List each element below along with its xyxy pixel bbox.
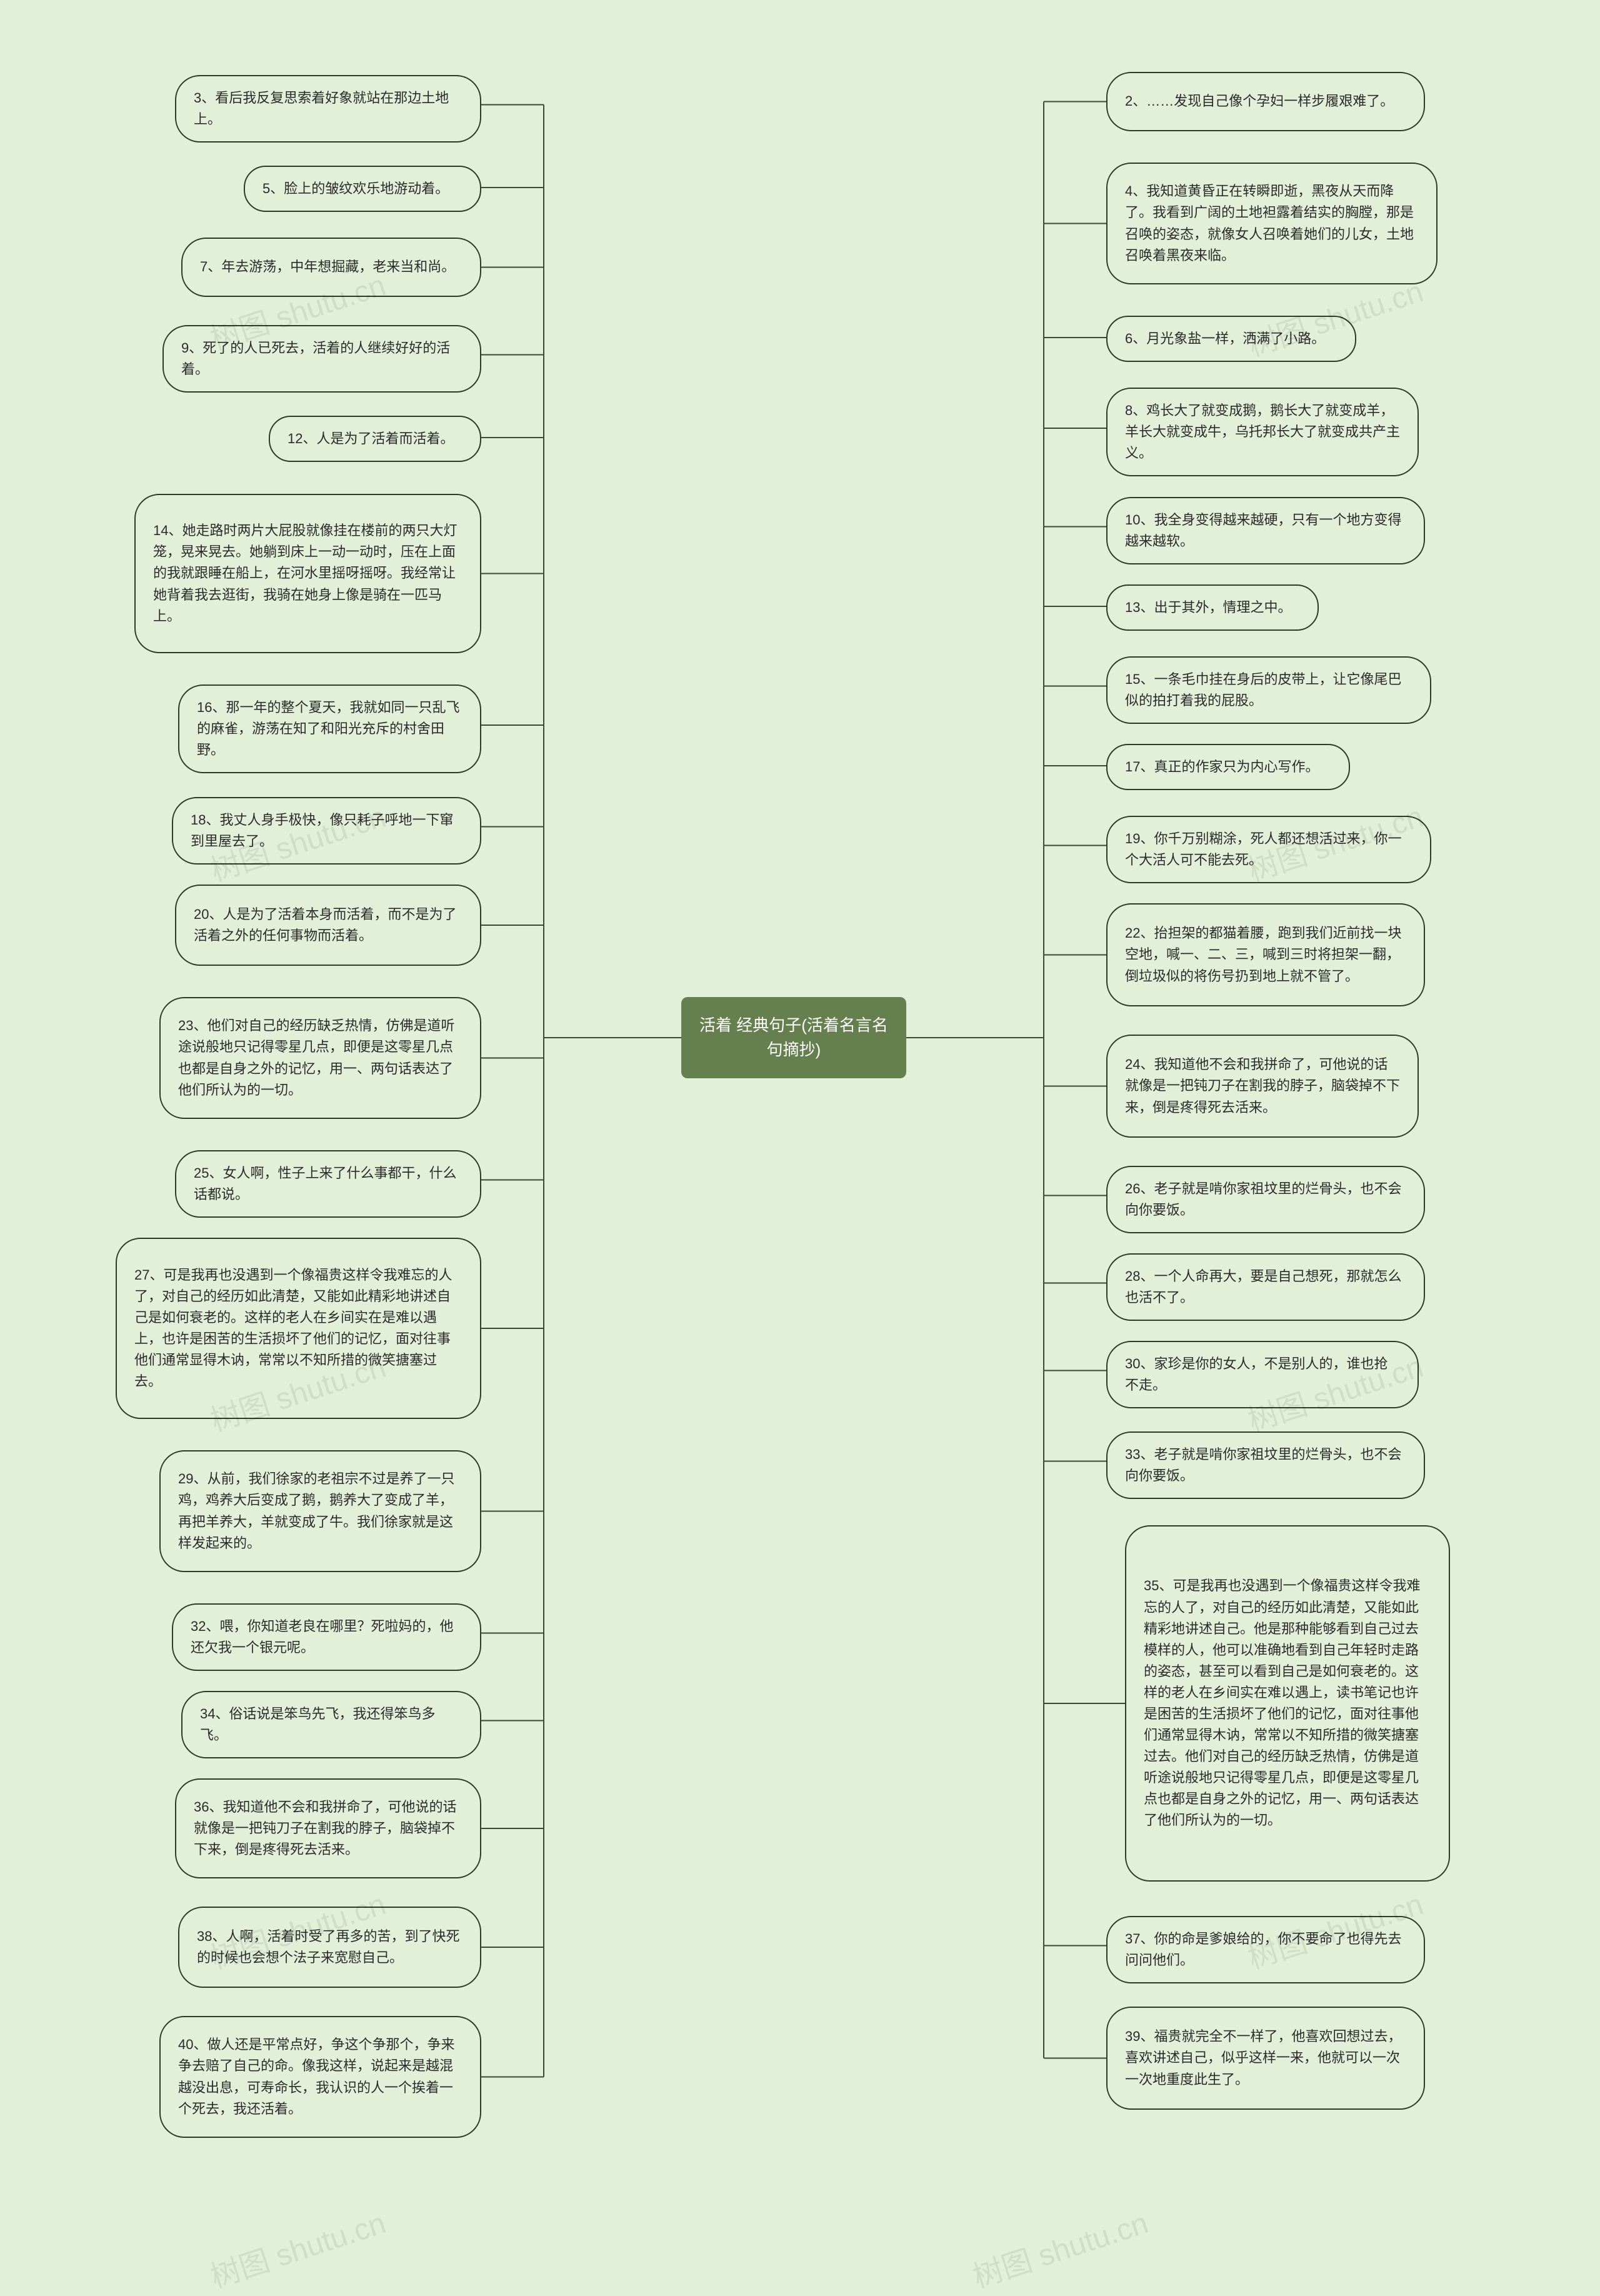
mindmap-node-text: 36、我知道他不会和我拼命了，可他说的话就像是一把钝刀子在割我的脖子，脑袋掉不下… [194,1797,462,1860]
watermark: 树图 shutu.cn [204,2198,390,2296]
mindmap-node-text: 24、我知道他不会和我拼命了，可他说的话就像是一把钝刀子在割我的脖子，脑袋掉不下… [1125,1054,1400,1118]
mindmap-node-text: 27、可是我再也没遇到一个像福贵这样令我难忘的人了，对自己的经历如此清楚，又能如… [134,1265,462,1393]
mindmap-node: 6、月光象盐一样，洒满了小路。 [1106,316,1356,362]
mindmap-node-text: 19、你千万别糊涂，死人都还想活过来，你一个大活人可不能去死。 [1125,828,1412,871]
mindmap-node-text: 32、喂，你知道老良在哪里？死啦妈的，他还欠我一个银元呢。 [191,1616,462,1658]
mindmap-node-text: 2、……发现自己像个孕妇一样步履艰难了。 [1125,91,1406,112]
mindmap-node: 3、看后我反复思索着好象就站在那边土地上。 [175,75,481,143]
mindmap-node-text: 12、人是为了活着而活着。 [288,428,462,449]
mindmap-node: 25、女人啊，性子上来了什么事都干，什么话都说。 [175,1150,481,1218]
watermark-text: 树图 shutu.cn [969,2207,1152,2294]
mindmap-node: 5、脸上的皱纹欢乐地游动着。 [244,166,481,212]
mindmap-node: 30、家珍是你的女人，不是别人的，谁也抢不走。 [1106,1341,1419,1408]
mindmap-node: 7、年去游荡，中年想掘藏，老来当和尚。 [181,238,481,297]
mindmap-node: 34、俗话说是笨鸟先飞，我还得笨鸟多飞。 [181,1691,481,1758]
mindmap-node: 27、可是我再也没遇到一个像福贵这样令我难忘的人了，对自己的经历如此清楚，又能如… [116,1238,481,1419]
mindmap-node-text: 25、女人啊，性子上来了什么事都干，什么话都说。 [194,1163,462,1205]
mindmap-node: 35、可是我再也没遇到一个像福贵这样令我难忘的人了，对自己的经历如此清楚，又能如… [1125,1525,1450,1882]
mindmap-node: 23、他们对自己的经历缺乏热情，仿佛是道听途说般地只记得零星几点，即便是这零星几… [159,997,481,1119]
center-node: 活着 经典句子(活着名言名句摘抄) [681,997,906,1078]
mindmap-node-text: 40、做人还是平常点好，争这个争那个，争来争去赔了自己的命。像我这样，说起来是越… [178,2034,462,2119]
mindmap-node: 2、……发现自己像个孕妇一样步履艰难了。 [1106,72,1425,131]
mindmap-node: 15、一条毛巾挂在身后的皮带上，让它像尾巴似的拍打着我的屁股。 [1106,656,1431,724]
mindmap-node-text: 3、看后我反复思索着好象就站在那边土地上。 [194,88,462,130]
mindmap-node: 13、出于其外，情理之中。 [1106,584,1319,631]
mindmap-node-text: 7、年去游荡，中年想掘藏，老来当和尚。 [200,256,462,278]
mindmap-node-text: 23、他们对自己的经历缺乏热情，仿佛是道听途说般地只记得零星几点，即便是这零星几… [178,1015,462,1100]
mindmap-node-text: 8、鸡长大了就变成鹅，鹅长大了就变成羊，羊长大就变成牛，乌托邦长大了就变成共产主… [1125,400,1400,464]
watermark: 树图 shutu.cn [966,2198,1152,2296]
mindmap-node: 40、做人还是平常点好，争这个争那个，争来争去赔了自己的命。像我这样，说起来是越… [159,2016,481,2138]
mindmap-node: 17、真正的作家只为内心写作。 [1106,744,1350,790]
center-node-label: 活着 经典句子(活着名言名句摘抄) [694,1013,894,1062]
mindmap-node: 16、那一年的整个夏天，我就如同一只乱飞的麻雀，游荡在知了和阳光充斥的村舍田野。 [178,684,481,773]
mindmap-node-text: 34、俗话说是笨鸟先飞，我还得笨鸟多飞。 [200,1703,462,1746]
mindmap-node-text: 14、她走路时两片大屁股就像挂在楼前的两只大灯笼，晃来晃去。她躺到床上一动一动时… [153,520,462,626]
mindmap-node-text: 9、死了的人已死去，活着的人继续好好的活着。 [181,338,462,380]
mindmap-node-text: 15、一条毛巾挂在身后的皮带上，让它像尾巴似的拍打着我的屁股。 [1125,669,1412,711]
mindmap-node-text: 10、我全身变得越来越硬，只有一个地方变得越来越软。 [1125,509,1406,552]
mindmap-node: 38、人啊，活着时受了再多的苦，到了快死的时候也会想个法子来宽慰自己。 [178,1907,481,1988]
mindmap-node: 22、抬担架的都猫着腰，跑到我们近前找一块空地，喊一、二、三，喊到三时将担架一翻… [1106,903,1425,1006]
mindmap-node-text: 6、月光象盐一样，洒满了小路。 [1125,328,1338,349]
mindmap-node-text: 16、那一年的整个夏天，我就如同一只乱飞的麻雀，游荡在知了和阳光充斥的村舍田野。 [197,697,462,761]
mindmap-node-text: 33、老子就是啃你家祖坟里的烂骨头，也不会向你要饭。 [1125,1444,1406,1486]
mindmap-node-text: 29、从前，我们徐家的老祖宗不过是养了一只鸡，鸡养大后变成了鹅，鹅养大了变成了羊… [178,1468,462,1553]
mindmap-node-text: 17、真正的作家只为内心写作。 [1125,756,1331,778]
mindmap-node-text: 22、抬担架的都猫着腰，跑到我们近前找一块空地，喊一、二、三，喊到三时将担架一翻… [1125,923,1406,986]
mindmap-node: 18、我丈人身手极快，像只耗子呼地一下窜到里屋去了。 [172,797,481,865]
mindmap-node-text: 4、我知道黄昏正在转瞬即逝，黑夜从天而降了。我看到广阔的土地袒露着结实的胸膛，那… [1125,181,1419,266]
mindmap-node-text: 39、福贵就完全不一样了，他喜欢回想过去，喜欢讲述自己，似乎这样一来，他就可以一… [1125,2026,1406,2090]
mindmap-node: 10、我全身变得越来越硬，只有一个地方变得越来越软。 [1106,497,1425,564]
mindmap-node: 12、人是为了活着而活着。 [269,416,481,462]
mindmap-node: 4、我知道黄昏正在转瞬即逝，黑夜从天而降了。我看到广阔的土地袒露着结实的胸膛，那… [1106,163,1438,284]
mindmap-node: 29、从前，我们徐家的老祖宗不过是养了一只鸡，鸡养大后变成了鹅，鹅养大了变成了羊… [159,1450,481,1572]
watermark-text: 树图 shutu.cn [207,2207,390,2294]
mindmap-node-text: 26、老子就是啃你家祖坟里的烂骨头，也不会向你要饭。 [1125,1178,1406,1221]
mindmap-node: 28、一个人命再大，要是自己想死，那就怎么也活不了。 [1106,1253,1425,1321]
mindmap-node: 9、死了的人已死去，活着的人继续好好的活着。 [162,325,481,393]
mindmap-node: 39、福贵就完全不一样了，他喜欢回想过去，喜欢讲述自己，似乎这样一来，他就可以一… [1106,2007,1425,2110]
mindmap-node: 14、她走路时两片大屁股就像挂在楼前的两只大灯笼，晃来晃去。她躺到床上一动一动时… [134,494,481,653]
mindmap-node: 32、喂，你知道老良在哪里？死啦妈的，他还欠我一个银元呢。 [172,1603,481,1671]
mindmap-node: 8、鸡长大了就变成鹅，鹅长大了就变成羊，羊长大就变成牛，乌托邦长大了就变成共产主… [1106,388,1419,476]
mindmap-node-text: 37、你的命是爹娘给的，你不要命了也得先去问问他们。 [1125,1928,1406,1971]
mindmap-node-text: 28、一个人命再大，要是自己想死，那就怎么也活不了。 [1125,1266,1406,1308]
mindmap-node: 37、你的命是爹娘给的，你不要命了也得先去问问他们。 [1106,1916,1425,1983]
mindmap-node-text: 5、脸上的皱纹欢乐地游动着。 [262,178,462,199]
mindmap-node: 33、老子就是啃你家祖坟里的烂骨头，也不会向你要饭。 [1106,1431,1425,1499]
mindmap-node-text: 35、可是我再也没遇到一个像福贵这样令我难忘的人了，对自己的经历如此清楚，又能如… [1144,1575,1431,1831]
mindmap-node: 20、人是为了活着本身而活着，而不是为了活着之外的任何事物而活着。 [175,885,481,966]
mindmap-node-text: 18、我丈人身手极快，像只耗子呼地一下窜到里屋去了。 [191,810,462,852]
mindmap-node: 26、老子就是啃你家祖坟里的烂骨头，也不会向你要饭。 [1106,1166,1425,1233]
mindmap-node-text: 38、人啊，活着时受了再多的苦，到了快死的时候也会想个法子来宽慰自己。 [197,1926,462,1968]
mindmap-node: 36、我知道他不会和我拼命了，可他说的话就像是一把钝刀子在割我的脖子，脑袋掉不下… [175,1778,481,1878]
mindmap-node: 24、我知道他不会和我拼命了，可他说的话就像是一把钝刀子在割我的脖子，脑袋掉不下… [1106,1035,1419,1138]
mindmap-node: 19、你千万别糊涂，死人都还想活过来，你一个大活人可不能去死。 [1106,816,1431,883]
mindmap-node-text: 20、人是为了活着本身而活着，而不是为了活着之外的任何事物而活着。 [194,904,462,946]
mindmap-node-text: 13、出于其外，情理之中。 [1125,597,1300,618]
mindmap-node-text: 30、家珍是你的女人，不是别人的，谁也抢不走。 [1125,1353,1400,1396]
